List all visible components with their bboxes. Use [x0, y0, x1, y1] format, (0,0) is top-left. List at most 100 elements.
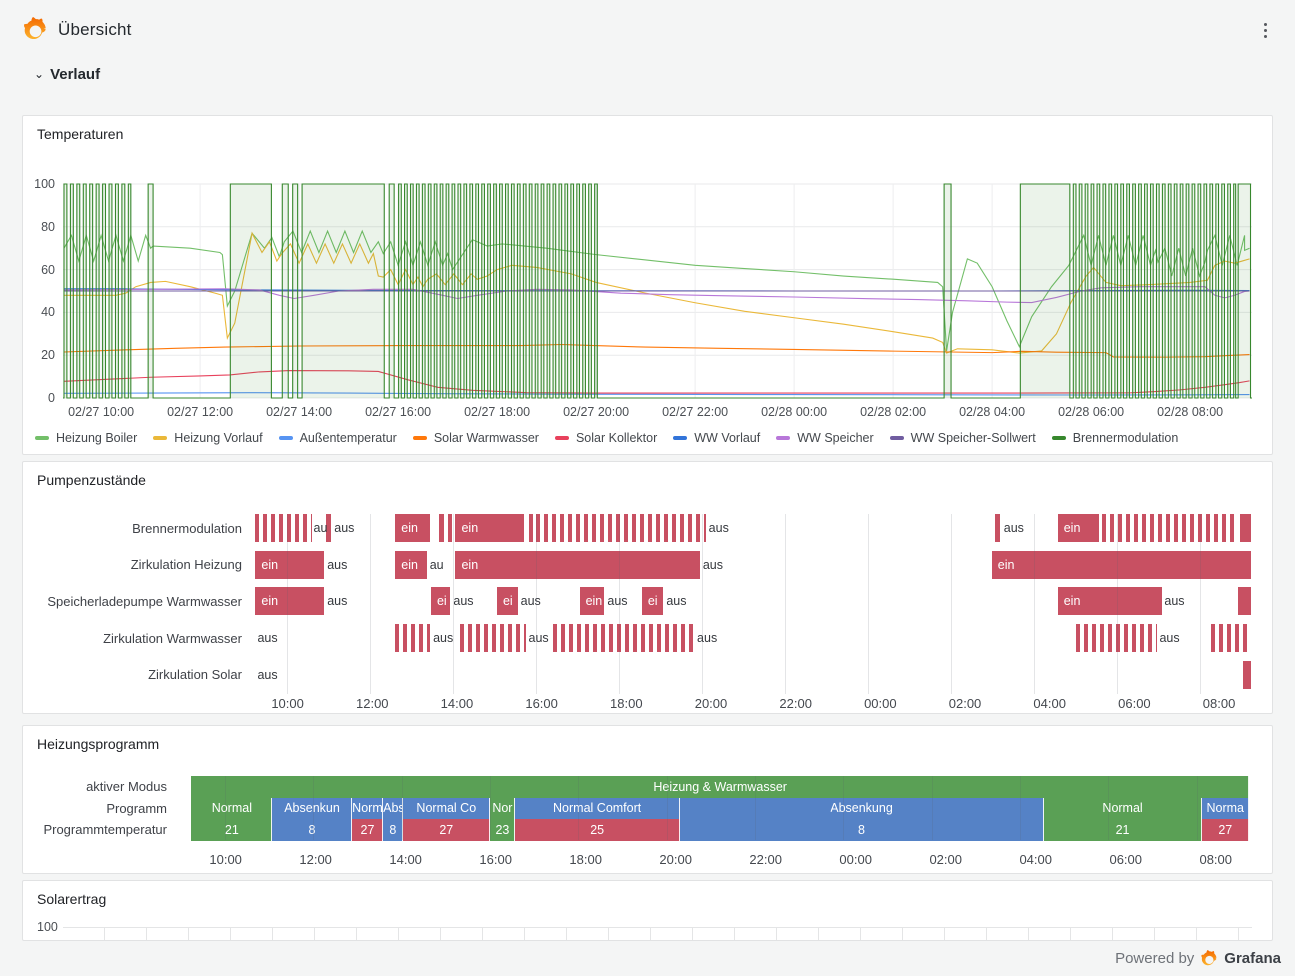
legend-item[interactable]: Heizung Vorlauf	[153, 431, 263, 445]
state-segment[interactable]: ein	[579, 587, 605, 616]
state-segment-label: 8	[308, 822, 316, 837]
x-tick-label: 02:00	[929, 852, 962, 867]
timeline-row: Speicherladepumpe Warmwasser ein ei ei ein ei…	[37, 583, 1252, 620]
x-tick-label: 14:00	[440, 696, 474, 711]
chart-legend: Heizung Boiler Heizung Vorlauf Außentemper…	[35, 431, 1260, 445]
state-segment-label: Absenkung	[830, 801, 893, 816]
panel-temperaturen: Temperaturen 0 20 40 60 80 100 02/27 10:00 02/2…	[22, 115, 1273, 455]
state-segment[interactable]: 27	[351, 819, 384, 841]
state-segment[interactable]: ein	[1057, 514, 1100, 543]
state-segment[interactable]: ei	[496, 587, 518, 616]
state-segment[interactable]: Normal	[191, 797, 273, 819]
state-segment[interactable]	[1102, 514, 1239, 543]
state-segment[interactable]	[1075, 624, 1157, 653]
state-segment[interactable]: Norm	[351, 797, 384, 819]
state-segment[interactable]: Abs	[383, 797, 403, 819]
panel-menu-kebab-icon[interactable]	[1251, 16, 1279, 44]
state-value-label: aus	[453, 594, 474, 609]
state-segment[interactable]	[438, 514, 444, 543]
state-segment[interactable]	[994, 514, 1001, 543]
state-segment[interactable]	[1238, 587, 1252, 616]
x-tick-label: 02/27 10:00	[68, 405, 135, 419]
legend-item[interactable]: Solar Kollektor	[554, 431, 657, 445]
state-segment[interactable]: Nor	[490, 797, 515, 819]
state-segment[interactable]	[1243, 660, 1252, 689]
state-segment[interactable]: 8	[679, 819, 1044, 841]
legend-item[interactable]: WW Speicher	[776, 431, 874, 445]
state-segment[interactable]: Norma	[1201, 797, 1249, 819]
state-segment[interactable]: 27	[1201, 819, 1249, 841]
timeline-row: Zirkulation Heizung ein ein ein ein aus au aus	[37, 547, 1252, 584]
legend-item[interactable]: Außentemperatur	[278, 431, 397, 445]
solar-chart[interactable]	[63, 927, 1252, 940]
state-segment[interactable]: Normal	[1043, 797, 1202, 819]
state-segment[interactable]	[553, 624, 695, 653]
state-segment[interactable]: Absenkung	[679, 797, 1044, 819]
state-segment-label: Absenkun	[284, 801, 340, 816]
state-segment[interactable]: ei	[430, 587, 451, 616]
state-segment-label: Norma	[1206, 801, 1245, 816]
state-segment[interactable]: ei	[641, 587, 664, 616]
temperature-chart[interactable]: 0 20 40 60 80 100 02/27 10:00 02/27 12:00 02/27 …	[34, 177, 1252, 419]
state-segment[interactable]	[1210, 624, 1249, 653]
state-segment[interactable]	[1240, 514, 1252, 543]
state-segment-label: ei	[436, 594, 447, 609]
state-segment[interactable]: ein	[395, 514, 430, 543]
x-tick-label: 20:00	[659, 852, 692, 867]
panel-title-pumpenzustaende[interactable]: Pumpenzustände	[37, 472, 146, 488]
section-row-verlauf[interactable]: ⌄ Verlauf	[34, 66, 1295, 83]
state-segment[interactable]: Normal Co	[402, 797, 491, 819]
panel-title-heizungsprogramm[interactable]: Heizungsprogramm	[37, 736, 160, 752]
legend-swatch-icon	[278, 436, 293, 440]
solar-y-tick: 100	[37, 920, 58, 934]
state-segment[interactable]: ein	[455, 514, 525, 543]
state-segment[interactable]: 21	[191, 819, 273, 841]
state-value-label: aus	[528, 631, 549, 646]
panel-title-solarertrag[interactable]: Solarertrag	[37, 891, 107, 907]
state-segment[interactable]: 25	[514, 819, 680, 841]
state-segment[interactable]	[395, 624, 430, 653]
state-segment[interactable]: ein	[255, 550, 325, 579]
state-segment[interactable]	[447, 514, 452, 543]
state-segment[interactable]: 8	[383, 819, 403, 841]
state-segment[interactable]: 23	[490, 819, 515, 841]
series-line	[64, 393, 1250, 395]
state-segment[interactable]: Normal Comfort	[514, 797, 680, 819]
legend-label: Solar Warmwasser	[433, 431, 539, 445]
state-segment[interactable]: ein	[991, 550, 1252, 579]
state-segment[interactable]	[459, 624, 526, 653]
row-track: ein ein ein au aus aus aus	[255, 514, 1252, 695]
legend-item[interactable]: WW Vorlauf	[673, 431, 760, 445]
state-segment[interactable]: ein	[395, 550, 427, 579]
state-segment[interactable]	[536, 514, 706, 543]
state-segment[interactable]: Absenkun	[272, 797, 352, 819]
state-segment[interactable]	[255, 514, 312, 543]
state-segment[interactable]: ein	[255, 587, 325, 616]
y-tick-label: 80	[41, 219, 55, 234]
state-segment[interactable]: ein	[1057, 587, 1162, 616]
panel-title-temperaturen[interactable]: Temperaturen	[37, 126, 124, 142]
state-value-label: aus	[520, 594, 541, 609]
legend-item[interactable]: Brennermodulation	[1051, 431, 1179, 445]
y-tick-label: 0	[48, 391, 55, 405]
x-tick-label: 18:00	[610, 696, 643, 711]
x-tick-label: 10:00	[271, 696, 304, 711]
legend-label: Brennermodulation	[1072, 431, 1179, 445]
legend-item[interactable]: WW Speicher-Sollwert	[889, 431, 1036, 445]
state-segment-label: Normal	[1102, 801, 1143, 816]
state-segment[interactable]: 8	[272, 819, 352, 841]
state-segment-label: ein	[461, 521, 479, 536]
state-segment[interactable]: Heizung & Warmwasser	[191, 776, 1249, 798]
temperature-chart-svg	[63, 184, 1252, 398]
state-segment[interactable]: 27	[402, 819, 491, 841]
state-segment[interactable]	[528, 514, 533, 543]
y-tick-label: 20	[41, 348, 55, 363]
state-segment[interactable]: 21	[1043, 819, 1202, 841]
x-tick-label: 16:00	[525, 696, 558, 711]
state-segment[interactable]: ein	[455, 550, 700, 579]
legend-item[interactable]: Heizung Boiler	[35, 431, 137, 445]
x-tick-label: 02/27 22:00	[662, 405, 729, 419]
legend-label: WW Speicher-Sollwert	[910, 431, 1036, 445]
legend-item[interactable]: Solar Warmwasser	[412, 431, 539, 445]
state-segment[interactable]	[326, 514, 332, 543]
